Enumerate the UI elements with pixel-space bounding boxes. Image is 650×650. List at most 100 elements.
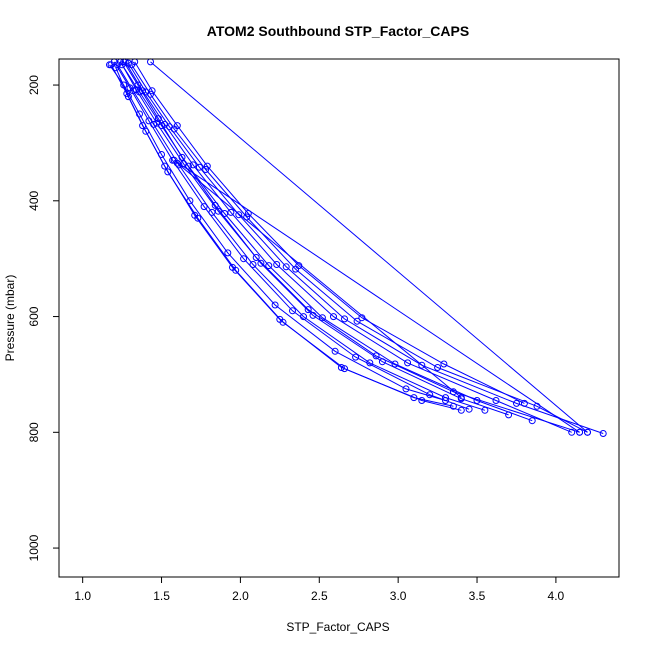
data-point [208, 208, 216, 216]
x-axis-label: STP_Factor_CAPS [286, 620, 389, 634]
y-tick-label: 600 [27, 306, 41, 326]
x-axis: 1.0 1.5 2.0 2.5 3.0 3.5 4.0 [74, 576, 565, 603]
data-point [265, 262, 273, 270]
data-point [341, 315, 348, 323]
data-point [372, 352, 380, 360]
x-tick-label: 4.0 [548, 589, 565, 603]
data-point [282, 263, 290, 271]
data-point [492, 397, 500, 404]
data-point [366, 359, 374, 367]
data-point [158, 122, 165, 130]
data-point [353, 317, 361, 325]
series-line-2 [116, 64, 486, 411]
data-point [331, 347, 339, 355]
data-point [457, 394, 465, 402]
y-axis-label: Pressure (mbar) [3, 275, 17, 362]
series-line-7 [131, 64, 588, 433]
y-axis: 200 400 600 800 1000 [27, 75, 60, 561]
data-point [528, 417, 536, 425]
series-line-4 [121, 64, 533, 422]
data-point [418, 397, 426, 404]
data-point [123, 90, 131, 98]
series-line-11 [134, 61, 525, 404]
x-tick-label: 2.5 [311, 589, 328, 603]
data-point [173, 122, 181, 130]
data-point [440, 360, 448, 368]
data-point [457, 406, 465, 414]
data-point [142, 127, 150, 135]
data-point [402, 385, 410, 393]
data-point [330, 313, 337, 321]
data-point [202, 166, 210, 173]
x-tick-label: 2.0 [232, 589, 249, 603]
series-line-10 [123, 61, 580, 433]
series-line-0 [109, 64, 446, 401]
data-point [434, 364, 442, 371]
data-point [352, 353, 360, 361]
x-tick-label: 1.0 [74, 589, 91, 603]
data-point [341, 365, 348, 373]
data-point [449, 402, 457, 410]
data-point [426, 391, 434, 399]
data-point [224, 249, 232, 257]
data-point [189, 161, 197, 169]
series-line-5 [124, 61, 572, 433]
data-point [150, 120, 158, 128]
y-tick-label: 400 [27, 190, 41, 210]
data-point [289, 307, 296, 315]
data-point [211, 201, 219, 209]
series-line-6 [127, 62, 604, 434]
data-point [304, 306, 312, 314]
data-point [235, 211, 243, 219]
data-point [147, 90, 154, 98]
data-point [214, 207, 222, 215]
data-point [240, 255, 248, 263]
data-point [276, 315, 284, 323]
x-tick-label: 3.0 [390, 589, 407, 603]
data-point [599, 430, 607, 437]
data-point [442, 394, 449, 402]
data-point [129, 87, 137, 95]
data-point [107, 61, 115, 69]
data-point [148, 87, 156, 95]
data-point [249, 261, 257, 268]
data-point [161, 162, 169, 170]
data-point [520, 399, 528, 407]
data-point [191, 211, 199, 219]
x-tick-label: 1.5 [153, 589, 170, 603]
series-line-9 [110, 64, 462, 411]
data-point [271, 301, 279, 309]
data-point [170, 156, 178, 164]
data-point [273, 261, 281, 268]
data-point [404, 359, 412, 367]
data-point [229, 263, 236, 271]
data-point [576, 428, 584, 436]
data-point [257, 259, 265, 267]
data-point [418, 361, 426, 369]
y-tick-label: 800 [27, 422, 41, 442]
series-layer [106, 58, 607, 437]
series-line-12 [150, 61, 588, 433]
data-point [449, 388, 457, 396]
data-point [200, 203, 208, 211]
data-point [410, 394, 418, 402]
series-line-14 [173, 159, 580, 433]
data-point [337, 364, 345, 371]
data-point [139, 122, 147, 130]
data-point [134, 81, 142, 89]
data-point [195, 163, 203, 171]
data-point [391, 360, 399, 368]
data-point [184, 162, 192, 170]
data-point [203, 162, 211, 170]
data-point [252, 254, 260, 261]
data-point [513, 399, 520, 407]
data-point [178, 153, 186, 161]
series-line-3 [120, 61, 509, 416]
plot-frame [58, 58, 620, 578]
data-point [465, 405, 473, 413]
data-point [300, 313, 307, 321]
series-line-1 [113, 61, 470, 410]
series-line-13 [176, 162, 462, 398]
data-point [164, 168, 172, 176]
